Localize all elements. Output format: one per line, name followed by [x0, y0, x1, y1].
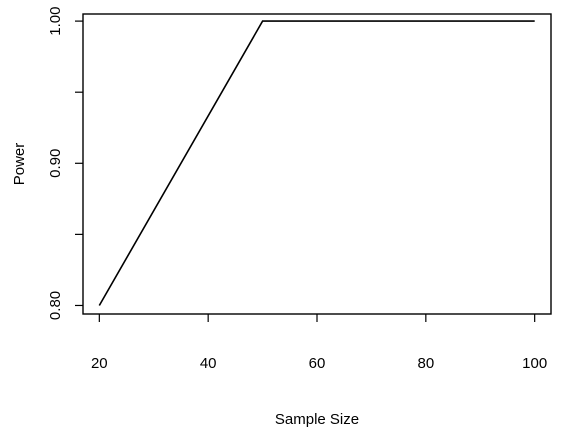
- x-tick-label: 60: [309, 355, 326, 372]
- y-tick-label: 0.80: [47, 291, 64, 320]
- series-line-0: [98, 20, 535, 306]
- x-tick-label: 100: [522, 355, 547, 372]
- x-axis: 20 40 60 80 100: [91, 314, 547, 372]
- series-layer: [98, 20, 535, 306]
- y-axis: 0.80 0.90 1.00: [47, 7, 83, 320]
- plot-frame: [82, 13, 552, 315]
- x-tick-label: 20: [91, 355, 108, 372]
- x-tick-label: 40: [200, 355, 217, 372]
- x-axis-label: Sample Size: [275, 411, 359, 428]
- y-axis-label: Power: [11, 143, 28, 186]
- y-tick-label: 0.90: [47, 149, 64, 178]
- y-tick-label: 1.00: [47, 7, 64, 36]
- x-tick-label: 80: [417, 355, 434, 372]
